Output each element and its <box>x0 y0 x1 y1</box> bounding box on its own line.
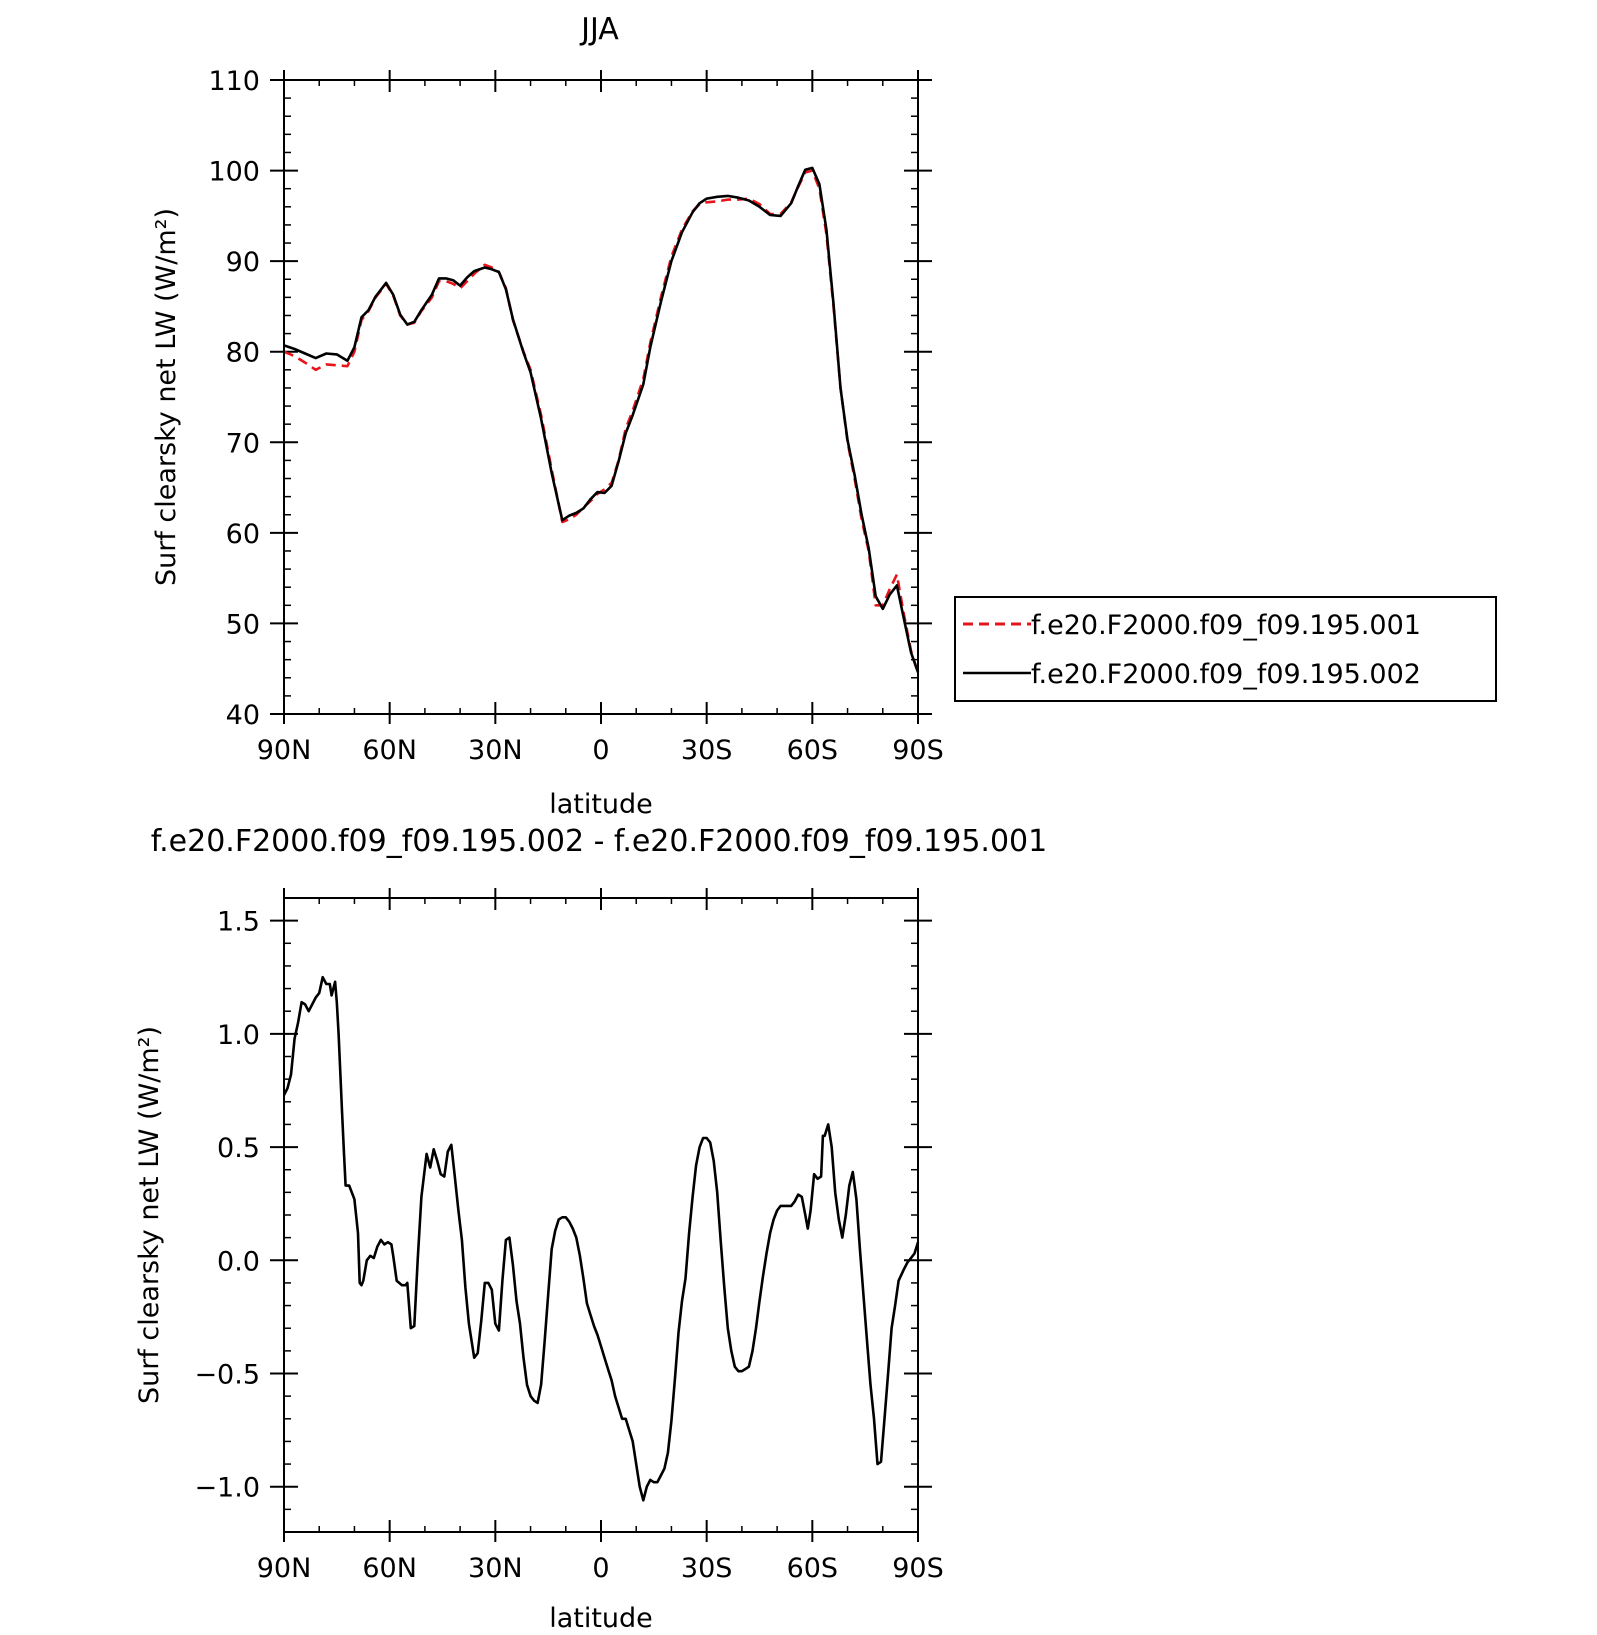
top-y-tick-label: 50 <box>226 609 260 640</box>
top-axis-ticks: 90N 60N 30N 0 30S 60S 90S 40 50 60 70 80 90 100 110 <box>208 66 943 766</box>
top-panel: JJA 90N 60N 30N 0 30S 60S 90S 40 50 60 70 80 90 100 11… <box>151 12 1497 820</box>
bottom-x-tick-label: 30S <box>681 1553 733 1584</box>
top-x-tick-label: 60S <box>787 735 839 766</box>
bottom-x-axis-label: latitude <box>549 1603 653 1634</box>
top-y-axis-label: Surf clearsky net LW (W/m²) <box>151 208 182 586</box>
bottom-chart-title: f.e20.F2000.f09_f09.195.002 - f.e20.F200… <box>151 824 1047 859</box>
top-y-tick-label: 110 <box>208 66 260 97</box>
bottom-x-tick-label: 60S <box>787 1553 839 1584</box>
top-series-layer <box>283 166 920 674</box>
bottom-x-tick-label: 0 <box>592 1553 609 1584</box>
legend: f.e20.F2000.f09_f09.195.001 f.e20.F2000.… <box>954 596 1497 702</box>
legend-box <box>954 596 1497 702</box>
legend-label-series-1: f.e20.F2000.f09_f09.195.001 <box>1031 610 1421 641</box>
bottom-y-axis-label: Surf clearsky net LW (W/m²) <box>134 1026 165 1404</box>
bottom-panel: f.e20.F2000.f09_f09.195.002 - f.e20.F200… <box>134 824 1047 1634</box>
top-y-tick-label: 40 <box>226 700 260 731</box>
bottom-y-tick-label: 1.5 <box>217 907 260 938</box>
bottom-axis-ticks: 90N 60N 30N 0 30S 60S 90S −1.0 −0.5 0.0 0.5 1.0 1.5 <box>194 888 944 1584</box>
bottom-x-tick-label: 60N <box>362 1553 417 1584</box>
bottom-y-tick-label: 1.0 <box>217 1020 260 1051</box>
top-series-line-1 <box>283 169 920 674</box>
bottom-y-tick-label: 0.5 <box>217 1133 260 1164</box>
legend-label-series-2: f.e20.F2000.f09_f09.195.002 <box>1031 659 1421 690</box>
top-y-tick-label: 100 <box>208 157 260 188</box>
top-chart-title: JJA <box>579 12 619 47</box>
top-x-axis-label: latitude <box>549 789 653 820</box>
bottom-y-tick-label: −1.0 <box>194 1473 260 1504</box>
top-y-tick-label: 60 <box>226 519 260 550</box>
top-y-tick-label: 80 <box>226 338 260 369</box>
top-x-tick-label: 0 <box>592 735 609 766</box>
top-x-tick-label: 90N <box>257 735 312 766</box>
bottom-y-tick-label: −0.5 <box>194 1360 260 1391</box>
bottom-x-tick-label: 90S <box>892 1553 944 1584</box>
top-y-tick-label: 70 <box>226 428 260 459</box>
bottom-series-line-1 <box>282 975 920 1502</box>
bottom-x-tick-label: 90N <box>257 1553 312 1584</box>
bottom-x-tick-label: 30N <box>468 1553 523 1584</box>
bottom-plot-frame <box>283 897 919 1533</box>
top-plot-frame <box>283 79 919 715</box>
top-x-tick-label: 30S <box>681 735 733 766</box>
top-series-line-2 <box>283 166 920 673</box>
top-y-tick-label: 90 <box>226 247 260 278</box>
bottom-y-tick-label: 0.0 <box>217 1246 260 1277</box>
top-x-tick-label: 60N <box>362 735 417 766</box>
top-x-tick-label: 30N <box>468 735 523 766</box>
bottom-series-layer <box>282 975 920 1502</box>
top-x-tick-label: 90S <box>892 735 944 766</box>
